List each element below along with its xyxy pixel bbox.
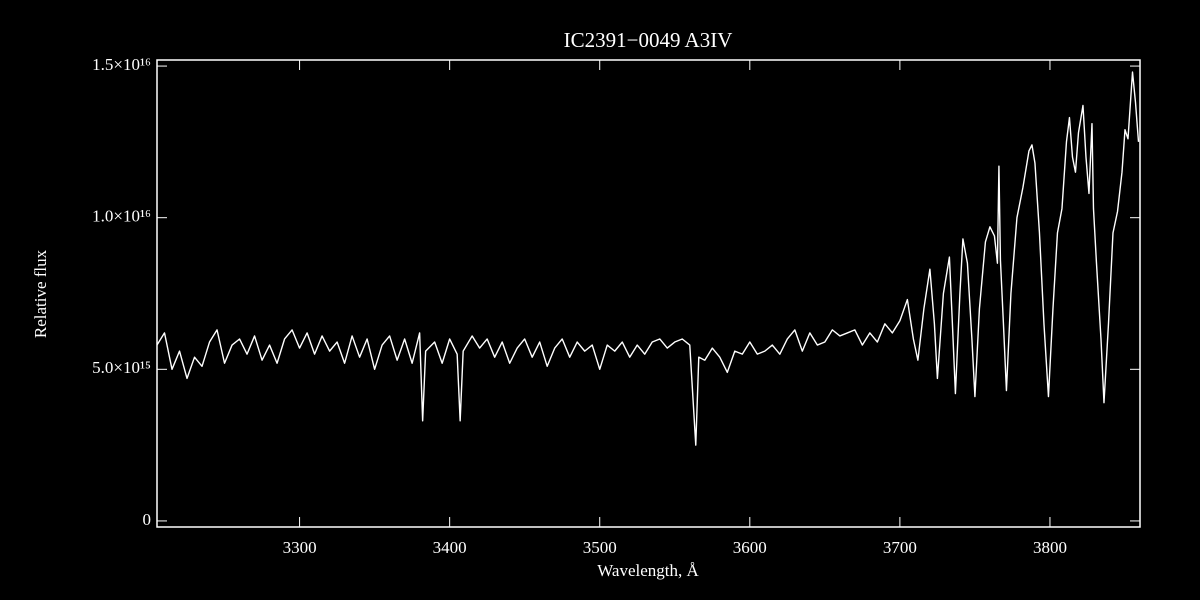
y-axis-label: Relative flux xyxy=(31,249,50,338)
x-tick-label: 3800 xyxy=(1033,538,1067,557)
x-tick-label: 3500 xyxy=(583,538,617,557)
spectrum-line xyxy=(156,71,1140,446)
plot-frame xyxy=(156,59,1141,528)
x-tick-label: 3300 xyxy=(283,538,317,557)
x-tick-label: 3600 xyxy=(733,538,767,557)
x-axis-label: Wavelength, Å xyxy=(597,561,699,580)
y-tick-label: 5.0×10¹⁵ xyxy=(92,358,151,377)
y-tick-label: 1.0×10¹⁶ xyxy=(92,207,151,226)
x-tick-label: 3400 xyxy=(433,538,467,557)
y-tick-label: 1.5×10¹⁶ xyxy=(92,55,151,74)
chart-title: IC2391−0049 A3IV xyxy=(564,28,733,52)
x-tick-label: 3700 xyxy=(883,538,917,557)
y-tick-label: 0 xyxy=(143,510,152,529)
